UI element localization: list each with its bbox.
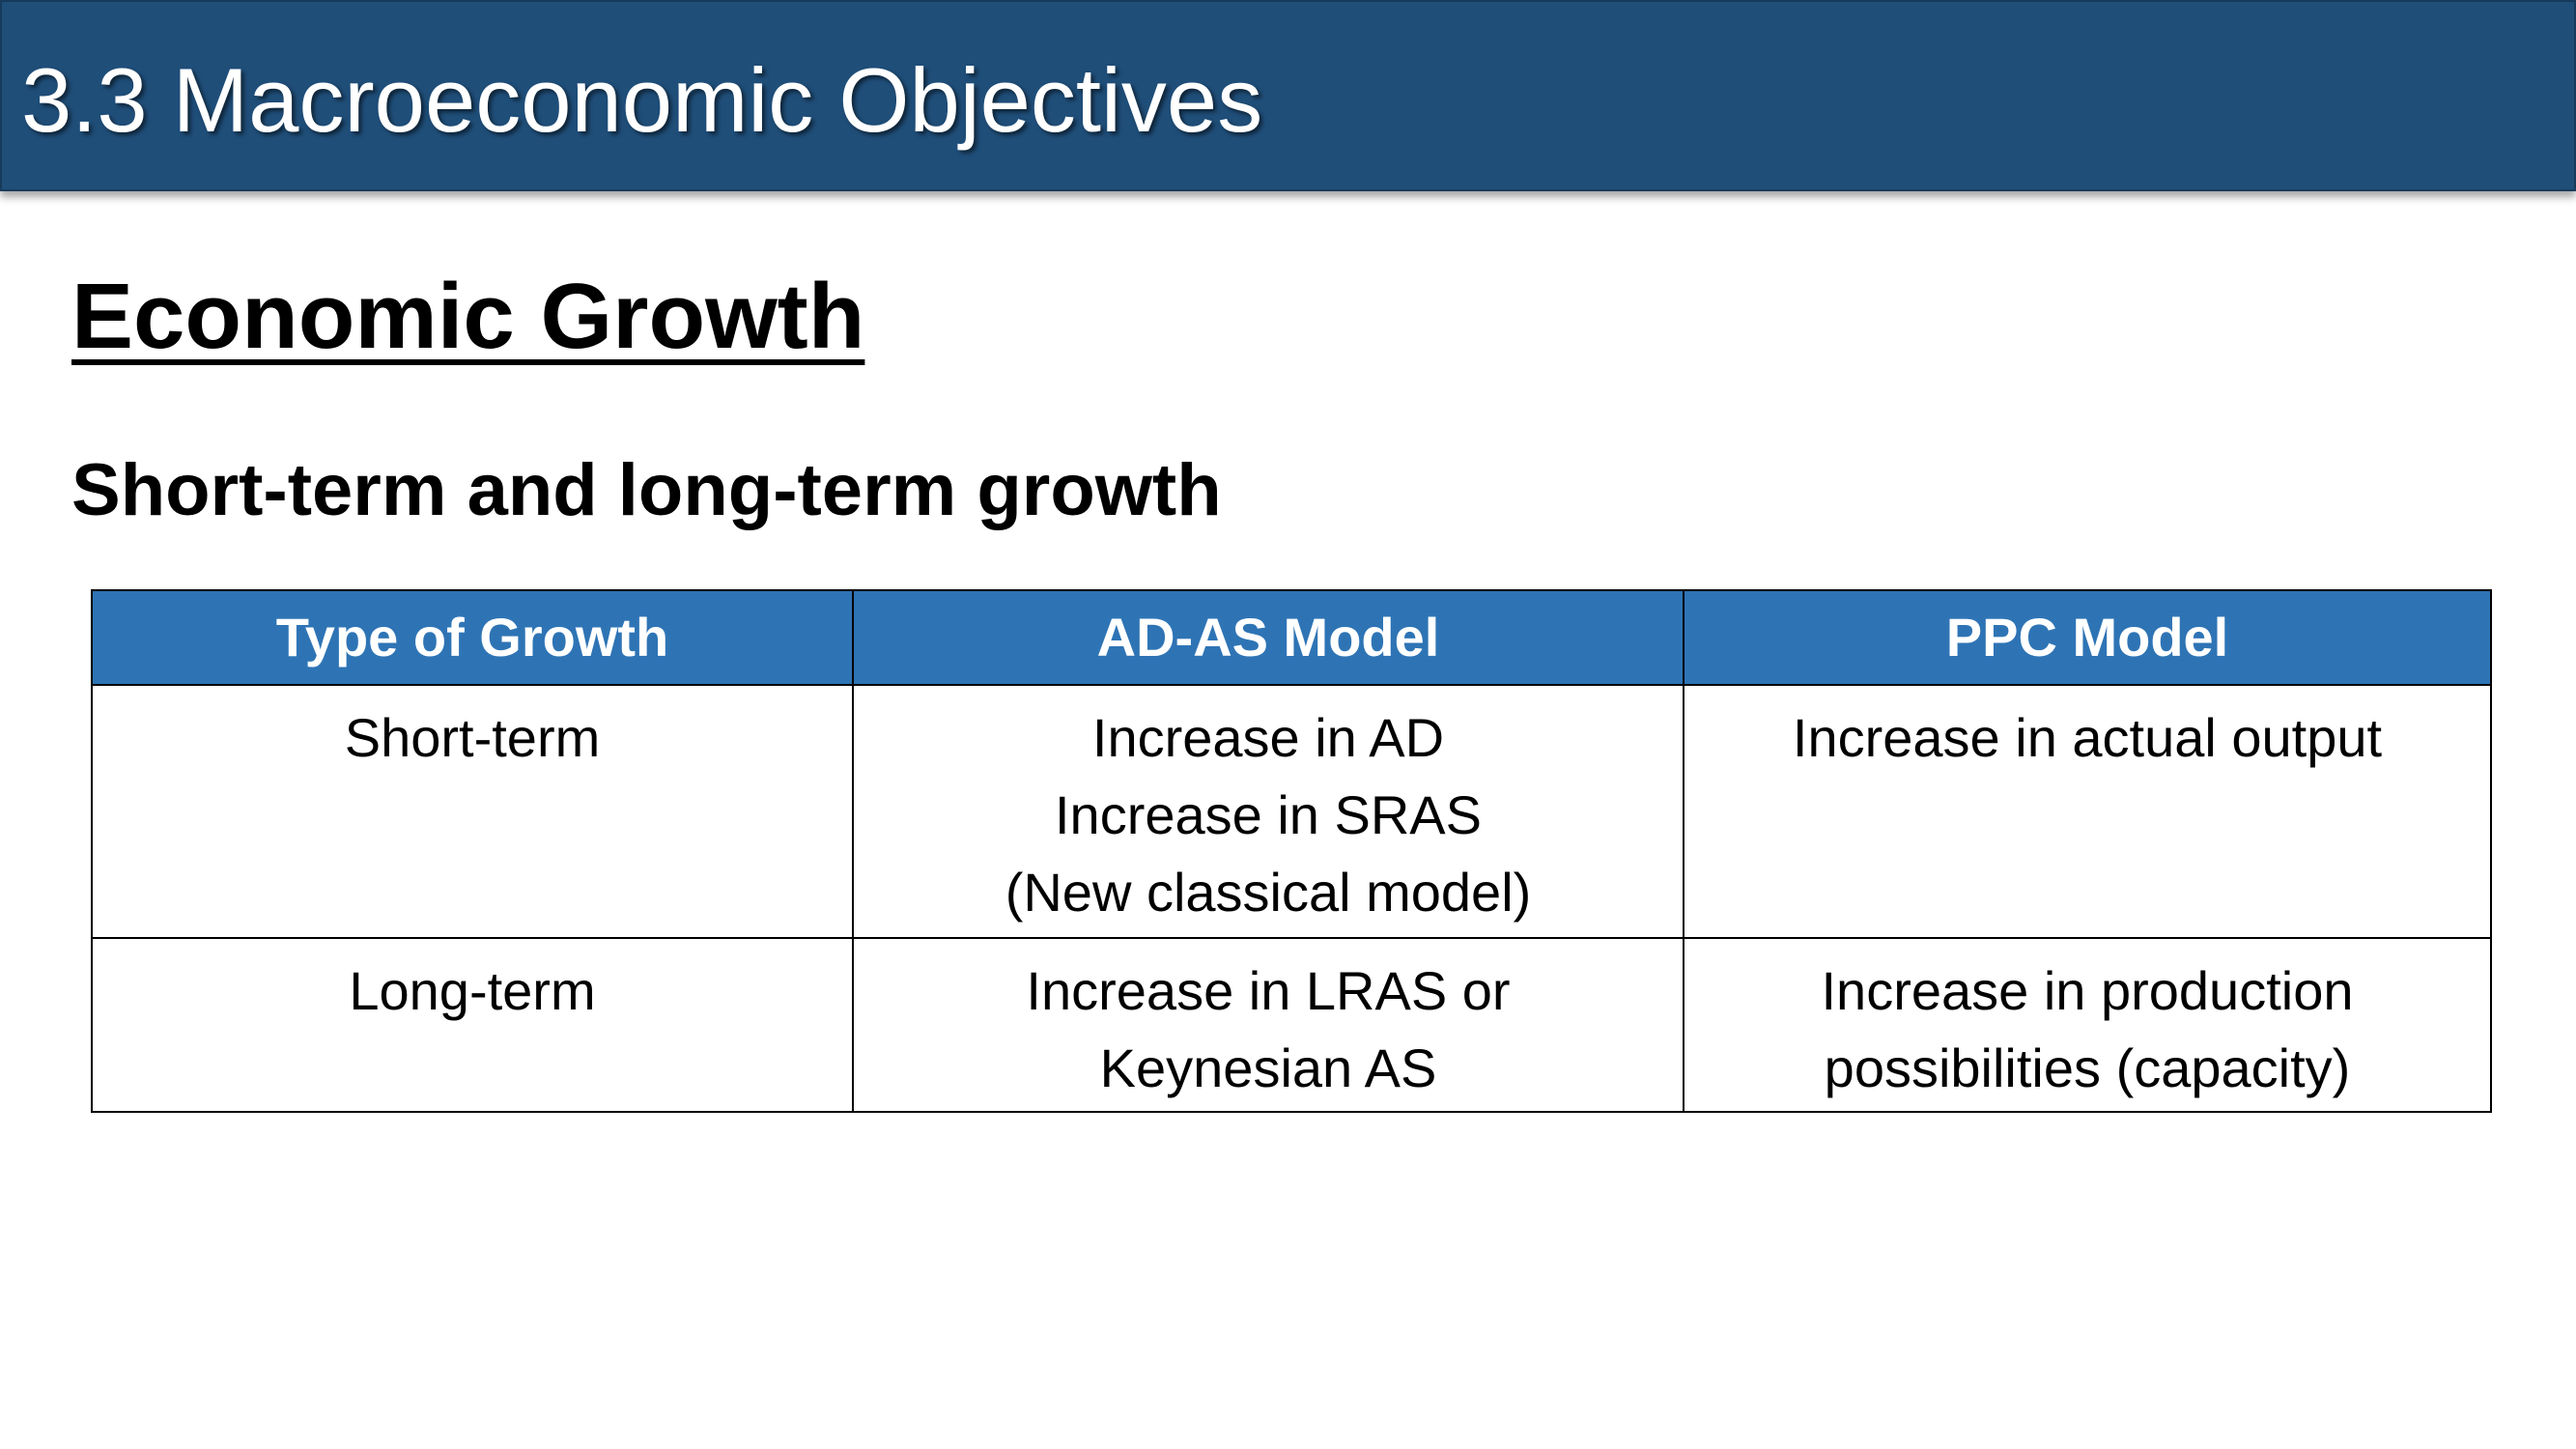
cell-text: Increase in LRAS or [1026,960,1511,1021]
cell-text: Keynesian AS [1099,1037,1437,1098]
header-bar: 3.3 Macroeconomic Objectives [0,0,2576,191]
cell-text: Long-term [349,960,596,1021]
cell-type-long-term: Long-term [91,937,854,1113]
table-row: Long-term Increase in LRAS or Keynesian … [91,937,2492,1113]
cell-text: Increase in production [1821,960,2354,1021]
cell-ppc-long-term: Increase in production possibilities (ca… [1683,937,2492,1113]
cell-type-short-term: Short-term [91,684,854,939]
cell-text: possibilities (capacity) [1824,1037,2351,1098]
cell-adas-long-term: Increase in LRAS or Keynesian AS [852,937,1684,1113]
cell-text: (New classical model) [1005,862,1532,923]
cell-text: Short-term [344,707,601,768]
subsection-title: Short-term and long-term growth [71,449,1222,531]
cell-text: Increase in AD [1091,707,1445,768]
cell-text: Increase in SRAS [1055,784,1482,845]
growth-table: Type of Growth AD-AS Model PPC Model Sho… [91,589,2492,1113]
section-title: Economic Growth [71,265,865,368]
column-header-ppc: PPC Model [1683,589,2492,686]
table-row: Short-term Increase in AD Increase in SR… [91,684,2492,939]
column-header-adas: AD-AS Model [852,589,1684,686]
cell-ppc-short-term: Increase in actual output [1683,684,2492,939]
cell-text: Increase in actual output [1792,707,2383,768]
slide-title: 3.3 Macroeconomic Objectives [21,49,1263,151]
column-header-type: Type of Growth [91,589,854,686]
cell-adas-short-term: Increase in AD Increase in SRAS (New cla… [852,684,1684,939]
table-header-row: Type of Growth AD-AS Model PPC Model [91,589,2492,686]
